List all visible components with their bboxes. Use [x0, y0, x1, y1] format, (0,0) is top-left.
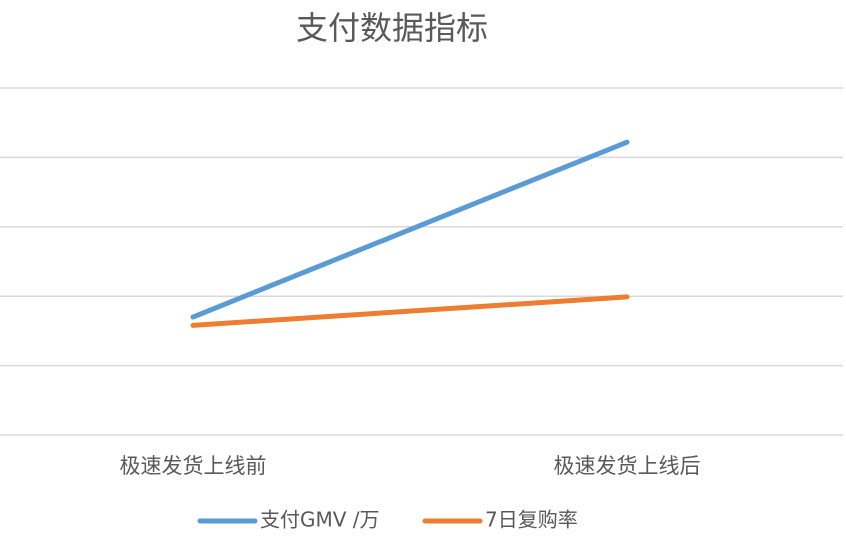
- chart-title: 支付数据指标: [296, 9, 488, 47]
- data-line: [190, 139, 630, 320]
- data-line: [190, 294, 630, 328]
- legend-label: 支付GMV /万: [260, 508, 380, 532]
- x-tick-label: 极速发货上线前: [120, 454, 267, 478]
- legend-label: 7日复购率: [485, 508, 578, 532]
- x-tick-label: 极速发货上线后: [554, 454, 701, 478]
